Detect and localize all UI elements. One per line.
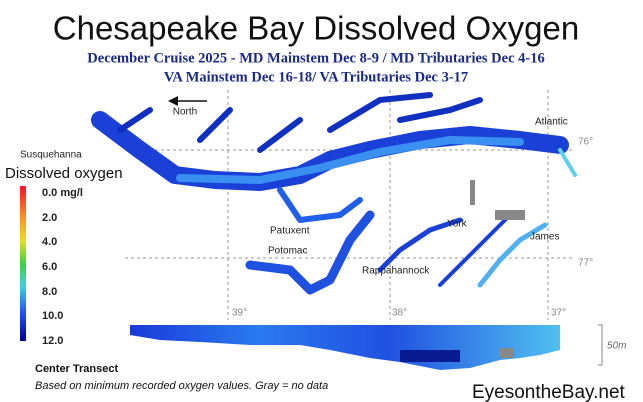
no-data-area xyxy=(470,180,525,220)
place-label: Susquehanna xyxy=(20,150,82,161)
legend-title: Dissolved oxygen xyxy=(5,165,123,182)
grid-label: 38° xyxy=(392,308,407,319)
legend-label: 8.0 xyxy=(42,286,57,298)
north-label: North xyxy=(173,107,197,118)
legend-label: 0.0 mg/l xyxy=(42,187,83,199)
legend-label: 6.0 xyxy=(42,261,57,273)
transect-title: Center Transect xyxy=(35,363,118,375)
place-label: Potomac xyxy=(268,246,307,257)
legend-label: 4.0 xyxy=(42,236,57,248)
north-arrow xyxy=(168,96,207,106)
place-label: Patuxent xyxy=(270,226,310,237)
credit: EyesontheBay.net xyxy=(472,382,626,402)
subtitle: VA Mainstem Dec 16-18/ VA Tributaries De… xyxy=(164,69,468,85)
color-bar xyxy=(20,186,26,341)
title: Chesapeake Bay Dissolved Oxygen xyxy=(53,10,579,47)
depth-scale xyxy=(598,324,603,366)
grid-label: 77° xyxy=(578,258,593,269)
legend-label: 10.0 xyxy=(42,310,63,322)
subtitle: December Cruise 2025 - MD Mainstem Dec 8… xyxy=(87,50,544,66)
grid-label: 39° xyxy=(232,308,247,319)
depth-scale-label: 50m xyxy=(607,341,626,352)
legend-label: 12.0 xyxy=(42,335,63,347)
note: Based on minimum recorded oxygen values.… xyxy=(35,380,328,392)
bay-water xyxy=(91,92,577,295)
legend-label: 2.0 xyxy=(42,212,57,224)
place-label: James xyxy=(530,232,559,243)
place-label: Rappahannock xyxy=(362,266,430,277)
grid-label: 76° xyxy=(578,137,593,148)
place-label: York xyxy=(447,219,468,230)
grid-label: 37° xyxy=(551,308,566,319)
place-label: Atlantic xyxy=(535,117,568,128)
transect xyxy=(130,325,560,370)
